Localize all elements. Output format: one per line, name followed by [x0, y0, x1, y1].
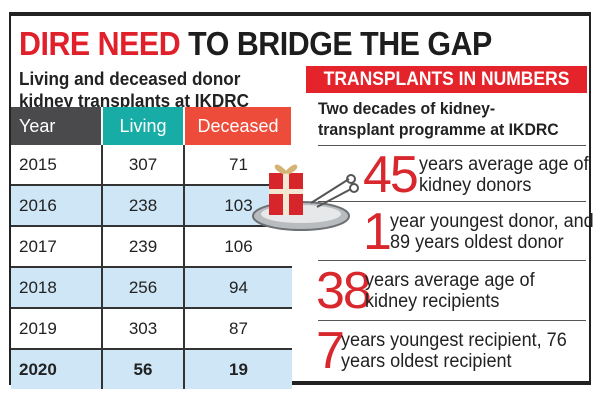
- cell-year: 2016: [11, 185, 103, 227]
- gift-tray-icon: [252, 164, 359, 231]
- sidebar-intro: Two decades of kidney-transplant program…: [318, 99, 559, 139]
- table-row: 2017 239 106: [11, 226, 292, 268]
- stat-number: 1: [363, 203, 392, 261]
- cell-living: 239: [102, 226, 185, 268]
- cell-year: 2020: [11, 349, 103, 389]
- stat-line1: years youngest recipient, 76: [341, 330, 567, 351]
- cell-living: 303: [102, 308, 185, 350]
- stat-number: 38: [316, 262, 372, 320]
- header-living: Living: [102, 107, 185, 145]
- divider: [318, 320, 586, 321]
- table-row: 2016 238 103: [11, 185, 292, 227]
- divider: [318, 260, 586, 261]
- divider: [318, 201, 586, 202]
- banner-label: TRANSPLANTS IN NUMBERS: [323, 69, 570, 90]
- stat-number: 45: [363, 146, 419, 204]
- headline-dark: TO BRIDGE THE GAP: [188, 25, 492, 62]
- cell-year: 2019: [11, 308, 103, 350]
- transplant-table: Year Living Deceased 2015 307 71 2016 23…: [11, 107, 293, 389]
- cell-living: 56: [102, 349, 185, 389]
- cell-living: 256: [102, 267, 185, 309]
- table-row: 2019 303 87: [11, 308, 292, 350]
- cell-deceased: 106: [184, 226, 292, 268]
- divider: [318, 145, 586, 146]
- stat-line2: 89 years oldest donor: [390, 232, 564, 253]
- stat-line2: kidney donors: [419, 175, 532, 196]
- cell-year: 2018: [11, 267, 103, 309]
- table-subtitle: Living and deceased donor kidney transpl…: [19, 69, 249, 111]
- banner-transplants-in-numbers: TRANSPLANTS IN NUMBERS: [306, 66, 587, 93]
- cell-year: 2015: [11, 145, 103, 186]
- table-row: 2018 256 94: [11, 267, 292, 309]
- stat-line1: year youngest donor, and: [390, 211, 594, 232]
- cell-deceased: 19: [184, 349, 292, 389]
- cell-deceased: 87: [184, 308, 292, 350]
- cell-deceased: 94: [184, 267, 292, 309]
- stat-line1: years average age of: [365, 270, 535, 291]
- stat-line1: years average age of: [419, 154, 589, 175]
- table-row: 2020 56 19: [11, 349, 292, 389]
- cell-year: 2017: [11, 226, 103, 268]
- table-row: 2015 307 71: [11, 145, 292, 186]
- stat-number: 7: [316, 322, 345, 380]
- stat-line2: kidney recipients: [365, 291, 500, 312]
- cell-living: 307: [102, 145, 185, 186]
- infographic-frame: DIRE NEED TO BRIDGE THE GAP Living and d…: [9, 12, 594, 389]
- header-year: Year: [11, 107, 103, 145]
- table-header-row: Year Living Deceased: [11, 107, 293, 145]
- stat-line2: years oldest recipient: [341, 351, 512, 372]
- cell-living: 238: [102, 185, 185, 227]
- headline-red: DIRE NEED: [19, 25, 181, 62]
- headline: DIRE NEED TO BRIDGE THE GAP: [19, 26, 492, 62]
- header-deceased: Deceased: [184, 107, 293, 145]
